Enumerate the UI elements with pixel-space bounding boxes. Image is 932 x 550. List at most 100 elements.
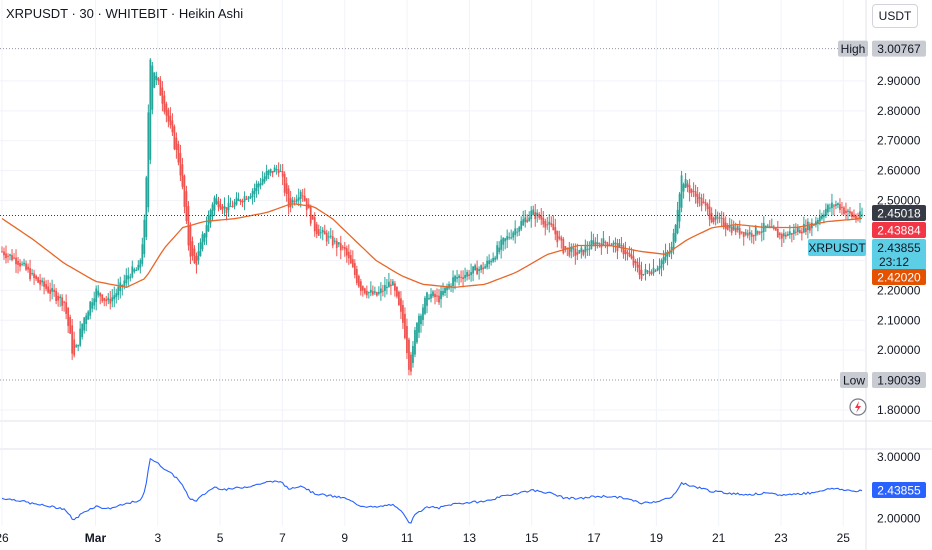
candle-body: [604, 241, 607, 243]
candle-body: [369, 289, 372, 293]
candle-body: [478, 268, 481, 272]
candle-body: [825, 208, 827, 216]
x-tick-label: Mar: [85, 531, 107, 545]
candle-body: [734, 227, 737, 233]
candle-body: [289, 198, 292, 208]
candle-body: [626, 252, 629, 254]
candle-body: [428, 297, 430, 300]
candle-body: [716, 217, 719, 219]
price-level-lines: [0, 48, 866, 381]
candle-body: [572, 248, 575, 250]
candle-body: [343, 247, 346, 250]
candle-body: [758, 232, 761, 234]
candle-body: [618, 243, 621, 248]
candle-body: [385, 286, 388, 289]
candle-body: [169, 115, 172, 126]
candle-body: [490, 260, 493, 263]
candle-body: [251, 191, 254, 198]
candle-body: [373, 291, 376, 293]
candle-body: [432, 291, 434, 297]
low-tag: Low: [843, 373, 865, 387]
candle-body: [363, 288, 366, 294]
candle-body: [61, 297, 64, 306]
candle-body: [113, 295, 116, 300]
candle-body: [798, 229, 801, 234]
candle-body: [271, 170, 274, 174]
candle-body: [361, 286, 364, 291]
sub-y-tick-label: 3.00000: [877, 450, 921, 464]
candle-body: [855, 215, 857, 220]
candle-body: [804, 228, 807, 232]
candle-body: [648, 271, 651, 274]
candle-body: [484, 266, 487, 269]
candle-body: [209, 209, 212, 224]
candle-body: [464, 275, 466, 279]
y-tick-label: 2.10000: [877, 313, 921, 327]
price-badges: High 3.00767 Low 1.90039 2.45018 2.43884 XRPUS…: [808, 40, 926, 498]
candle-body: [279, 171, 282, 173]
candle-body: [333, 240, 336, 242]
candle-body: [153, 72, 156, 88]
candle-body: [398, 291, 400, 305]
alert-lightning-icon[interactable]: [849, 398, 867, 416]
candle-body: [752, 235, 755, 237]
candle-body: [49, 289, 52, 294]
candle-body: [131, 266, 134, 278]
candle-body: [816, 220, 819, 224]
low-tag-bg: [840, 371, 868, 388]
candle-body: [845, 210, 847, 213]
candle-body: [175, 137, 178, 151]
candle-body: [740, 231, 743, 233]
candle-body: [833, 205, 835, 207]
candle-body: [377, 292, 380, 294]
candle-body: [442, 291, 444, 296]
candle-body: [103, 297, 106, 301]
candle-body: [205, 225, 208, 238]
candle-body: [486, 260, 489, 268]
candle-body: [630, 254, 633, 259]
candle-body: [837, 203, 839, 206]
candle-body: [829, 207, 831, 209]
candle-body: [15, 257, 17, 265]
candle-body: [171, 120, 174, 133]
candle-body: [454, 275, 456, 282]
candle-body: [133, 269, 136, 272]
candle-body: [301, 195, 304, 197]
candle-body: [506, 235, 509, 240]
candle-body: [608, 244, 611, 246]
candle-body: [736, 226, 739, 231]
candle-body: [309, 206, 312, 224]
candle-body: [750, 233, 753, 237]
candle-body: [19, 262, 21, 267]
candle-body: [696, 193, 699, 204]
candle-body: [341, 246, 344, 248]
candle-body: [233, 202, 236, 207]
last-price-label: 2.45018: [877, 207, 921, 221]
candle-body: [193, 248, 196, 264]
candle-body: [269, 169, 272, 173]
candle-body: [420, 315, 422, 325]
candle-body: [620, 245, 623, 247]
candle-body: [51, 288, 54, 292]
candle-body: [662, 257, 665, 265]
candle-body: [189, 225, 192, 257]
candle-body: [59, 296, 62, 299]
candle-body: [406, 325, 408, 354]
candle-body: [117, 286, 120, 296]
candle-body: [462, 277, 464, 280]
candle-body: [800, 231, 803, 234]
y-tick-label: 2.70000: [877, 134, 921, 148]
candle-body: [325, 232, 328, 242]
x-tick-label: 5: [217, 531, 224, 545]
currency-selector[interactable]: USDT: [872, 4, 918, 28]
candle-body: [299, 191, 302, 199]
candle-body: [23, 262, 25, 265]
ma-value-label: 2.42020: [877, 271, 921, 285]
candle-body: [197, 251, 200, 261]
candle-body: [580, 247, 583, 252]
x-tick-label: 21: [712, 531, 726, 545]
candle-body: [642, 273, 645, 275]
candle-body: [259, 183, 262, 186]
